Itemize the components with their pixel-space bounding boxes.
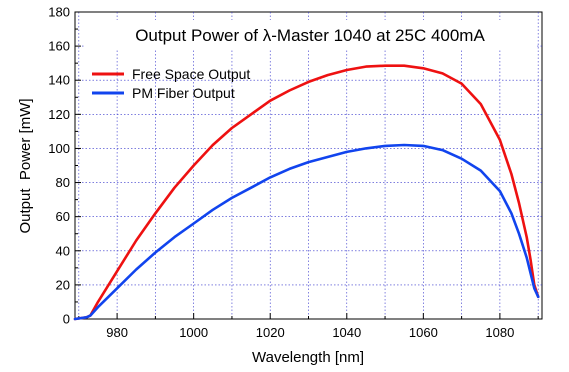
y-tick-label: 60	[56, 209, 70, 224]
title-box	[84, 20, 536, 50]
y-axis: 0 20 40 60 80 100 120 140 160 180	[48, 5, 81, 327]
legend: Free Space Output PM Fiber Output	[92, 66, 250, 101]
legend-label-free-space: Free Space Output	[132, 66, 250, 82]
x-tick-label: 1080	[485, 325, 514, 340]
y-tick-label: 80	[56, 175, 70, 190]
x-tick-label: 1020	[256, 325, 285, 340]
y-tick-label: 0	[63, 312, 70, 327]
legend-label-pm-fiber: PM Fiber Output	[132, 85, 235, 101]
y-tick-label: 140	[48, 73, 70, 88]
y-tick-label: 180	[48, 5, 70, 20]
y-axis-title: Output Power [mW]	[17, 98, 34, 233]
series-group	[73, 64, 540, 321]
x-tick-label: 1040	[332, 325, 361, 340]
y-tick-label: 40	[56, 243, 70, 258]
x-tick-label: 980	[106, 325, 128, 340]
chart-title: Output Power of λ-Master 1040 at 25C 400…	[135, 26, 485, 45]
y-tick-label: 100	[48, 141, 70, 156]
y-tick-label: 20	[56, 277, 70, 292]
x-axis-title: Wavelength [nm]	[252, 349, 364, 366]
x-tick-label: 1000	[179, 325, 208, 340]
series-line-pm-fiber	[73, 143, 540, 321]
y-tick-label: 120	[48, 107, 70, 122]
x-tick-label: 1060	[409, 325, 438, 340]
y-tick-label: 160	[48, 39, 70, 54]
series-line-free-space	[73, 64, 540, 321]
x-axis: 980 1000 1020 1040 1060 1080	[78, 313, 539, 340]
